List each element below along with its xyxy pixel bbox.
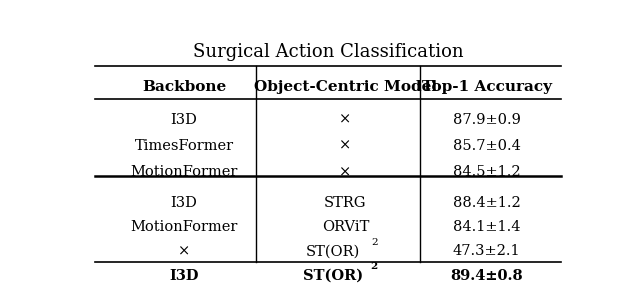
Text: 47.3±2.1: 47.3±2.1 (453, 244, 520, 258)
Text: MotionFormer: MotionFormer (131, 220, 238, 234)
Text: 84.5±1.2: 84.5±1.2 (453, 165, 520, 179)
Text: 2: 2 (371, 238, 378, 247)
Text: 88.4±1.2: 88.4±1.2 (453, 196, 520, 210)
Text: ×: × (178, 244, 190, 258)
Text: ORViT: ORViT (322, 220, 369, 234)
Text: Surgical Action Classification: Surgical Action Classification (193, 43, 463, 61)
Text: ×: × (339, 165, 351, 179)
Text: 89.4±0.8: 89.4±0.8 (451, 268, 523, 283)
Text: TimesFormer: TimesFormer (134, 139, 234, 153)
Text: 2: 2 (371, 262, 378, 271)
Text: I3D: I3D (171, 113, 198, 127)
Text: 87.9±0.9: 87.9±0.9 (452, 113, 521, 127)
Text: I3D: I3D (170, 268, 199, 283)
Text: STRG: STRG (324, 196, 367, 210)
Text: Backbone: Backbone (142, 80, 227, 94)
Text: Object-Centric Model: Object-Centric Model (254, 80, 437, 94)
Text: ST(OR): ST(OR) (306, 244, 360, 258)
Text: ×: × (339, 113, 351, 127)
Text: ST(OR): ST(OR) (303, 268, 363, 283)
Text: MotionFormer: MotionFormer (131, 165, 238, 179)
Text: 85.7±0.4: 85.7±0.4 (452, 139, 521, 153)
Text: I3D: I3D (171, 196, 198, 210)
Text: Top-1 Accuracy: Top-1 Accuracy (422, 80, 552, 94)
Text: ×: × (339, 139, 351, 153)
Text: 84.1±1.4: 84.1±1.4 (453, 220, 520, 234)
